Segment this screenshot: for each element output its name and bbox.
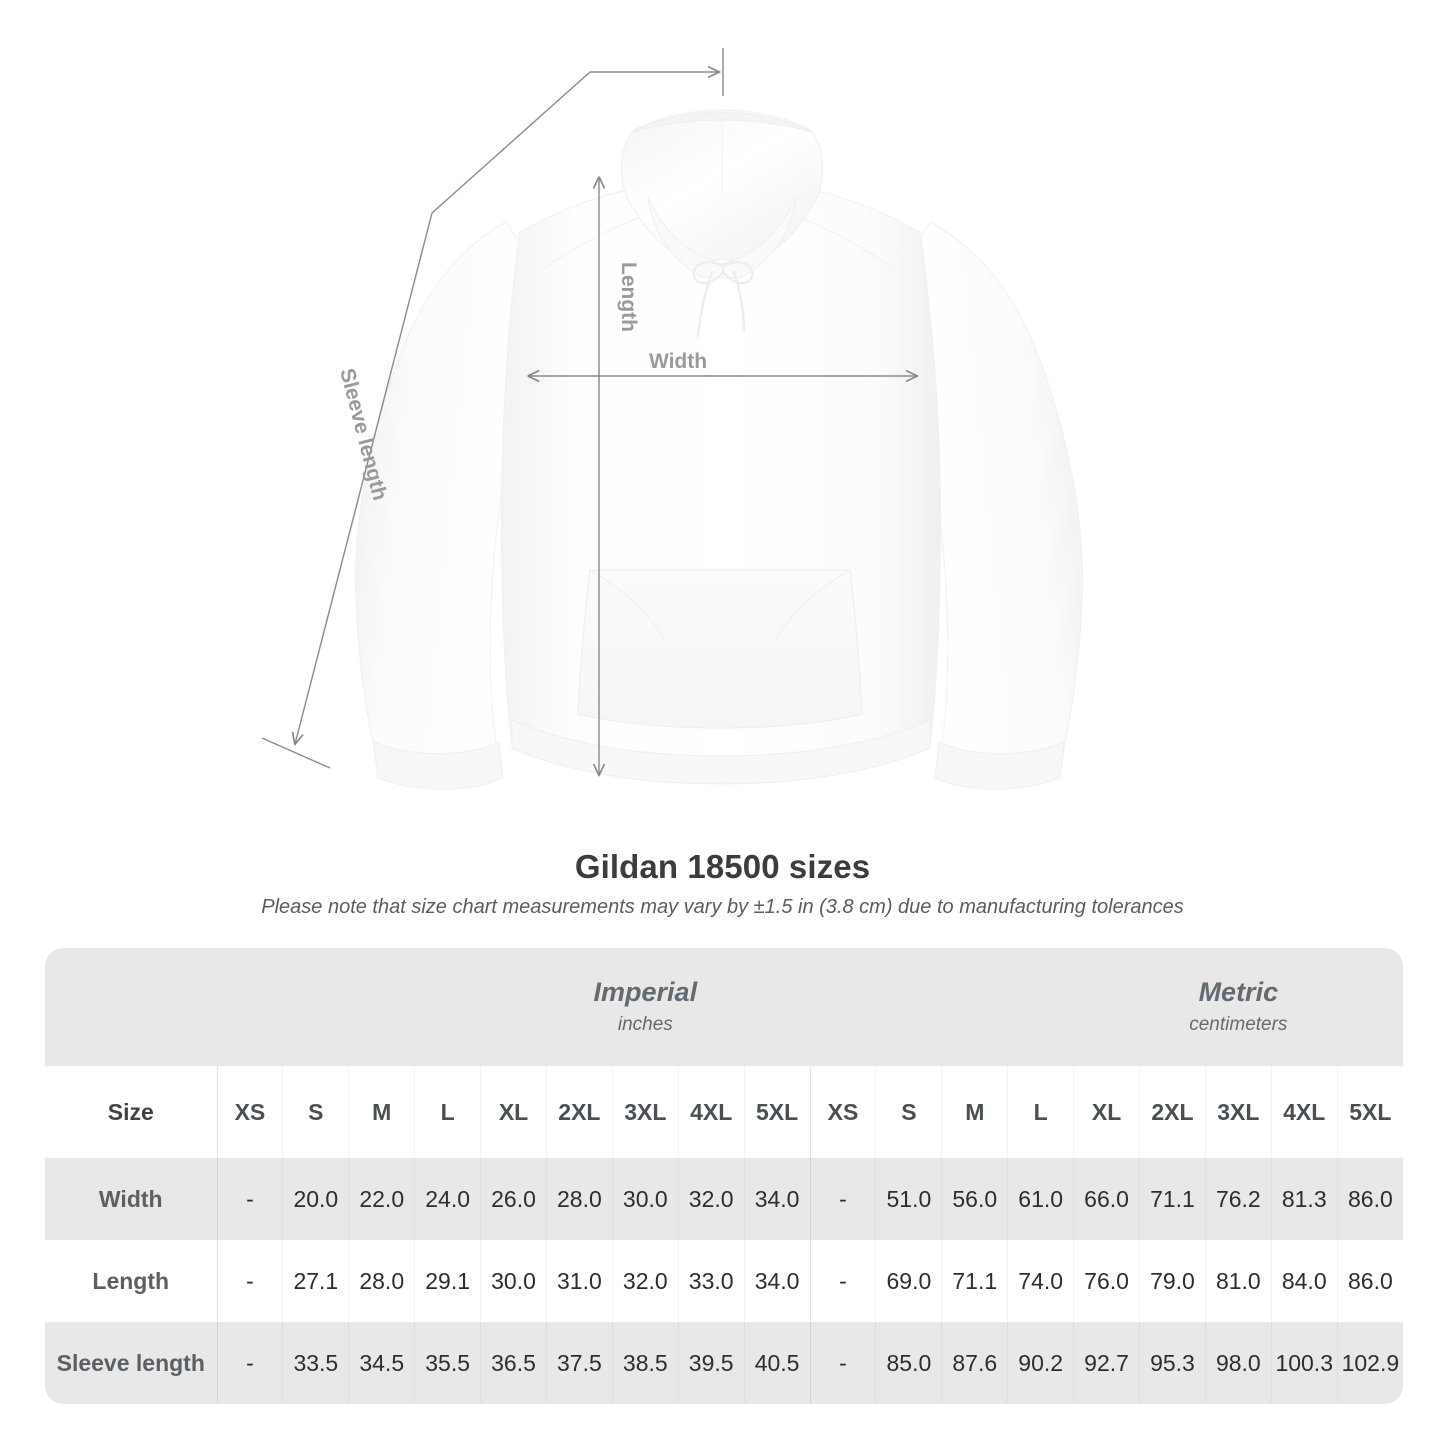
hoodie-illustration: Width Length Sleeve length — [261, 48, 1083, 790]
cell-imperial-width-xl: 26.0 — [480, 1158, 547, 1240]
cell-imperial-width-xs: - — [216, 1158, 283, 1240]
cell-metric-length-3xl: 81.0 — [1204, 1240, 1272, 1322]
cell-imperial-length-xs: - — [216, 1240, 283, 1322]
cell-metric-sleeve-s: 85.0 — [875, 1322, 942, 1404]
cell-imperial-sleeve-5xl: 40.5 — [743, 1322, 811, 1404]
cell-imperial-length-4xl: 33.0 — [677, 1240, 745, 1322]
cell-imperial-length-m: 28.0 — [348, 1240, 415, 1322]
cell-imperial-sleeve-3xl: 38.5 — [611, 1322, 679, 1404]
cell-metric-sleeve-xs: - — [809, 1322, 876, 1404]
measurement-guides — [261, 48, 917, 775]
cell-metric-sleeve-4xl: 100.3 — [1270, 1322, 1338, 1404]
length-label: Length — [617, 262, 640, 332]
cell-imperial-length-s: 27.1 — [282, 1240, 349, 1322]
size-header-imperial-3xl: 3XL — [611, 1066, 679, 1158]
cell-imperial-sleeve-s: 33.5 — [282, 1322, 349, 1404]
size-header-metric-xs: XS — [809, 1066, 876, 1158]
size-header-metric-4xl: 4XL — [1270, 1066, 1338, 1158]
cell-metric-sleeve-5xl: 102.9 — [1336, 1322, 1404, 1404]
size-header-imperial-xl: XL — [480, 1066, 547, 1158]
cell-imperial-width-5xl: 34.0 — [743, 1158, 811, 1240]
cell-imperial-length-l: 29.1 — [414, 1240, 481, 1322]
unit-sub-metric: centimeters — [1189, 1014, 1288, 1036]
cell-metric-width-xl: 66.0 — [1073, 1158, 1140, 1240]
unit-name-metric: Metric — [1198, 976, 1279, 1007]
cell-metric-length-xl: 76.0 — [1073, 1240, 1140, 1322]
row-label-width: Width — [45, 1158, 217, 1240]
cell-metric-length-s: 69.0 — [875, 1240, 942, 1322]
cell-imperial-sleeve-2xl: 37.5 — [545, 1322, 613, 1404]
cell-imperial-width-3xl: 30.0 — [611, 1158, 679, 1240]
sleeve-length-guide — [261, 48, 724, 769]
cell-metric-sleeve-2xl: 95.3 — [1139, 1322, 1206, 1404]
row-label-sleeve-length: Sleeve length — [45, 1322, 217, 1404]
cell-imperial-length-xl: 30.0 — [480, 1240, 547, 1322]
cell-imperial-length-3xl: 32.0 — [611, 1240, 679, 1322]
size-header-metric-s: S — [875, 1066, 942, 1158]
cell-metric-width-s: 51.0 — [875, 1158, 942, 1240]
size-header-imperial-xs: XS — [216, 1066, 283, 1158]
size-header-metric-l: L — [1007, 1066, 1074, 1158]
size-header-imperial-2xl: 2XL — [545, 1066, 613, 1158]
table-row: Width - 20.0 22.0 24.0 26.0 28.0 30.0 32… — [45, 1158, 1404, 1240]
cell-metric-width-5xl: 86.0 — [1336, 1158, 1404, 1240]
unit-sub-imperial: inches — [617, 1014, 673, 1036]
cell-imperial-width-2xl: 28.0 — [545, 1158, 613, 1240]
size-header-imperial-s: S — [282, 1066, 349, 1158]
cell-metric-width-xs: - — [809, 1158, 876, 1240]
cell-imperial-sleeve-xl: 36.5 — [480, 1322, 547, 1404]
size-header-metric-xl: XL — [1073, 1066, 1140, 1158]
size-header-label: Size — [45, 1066, 217, 1158]
unit-name-imperial: Imperial — [593, 976, 698, 1007]
hoodie-graphic — [355, 109, 1083, 790]
cell-metric-width-4xl: 81.3 — [1270, 1158, 1338, 1240]
cell-metric-length-m: 71.1 — [941, 1240, 1008, 1322]
page-title: Gildan 18500 sizes — [574, 848, 871, 885]
unit-banner-metric: Metric centimeters — [1073, 948, 1404, 1066]
cell-metric-width-2xl: 71.1 — [1139, 1158, 1206, 1240]
size-chart-table: Imperial inches Metric centimeters Size … — [45, 948, 1404, 1404]
cell-metric-width-l: 61.0 — [1007, 1158, 1074, 1240]
size-header-metric-2xl: 2XL — [1139, 1066, 1206, 1158]
cell-metric-length-2xl: 79.0 — [1139, 1240, 1206, 1322]
cell-metric-sleeve-xl: 92.7 — [1073, 1322, 1140, 1404]
cell-metric-length-4xl: 84.0 — [1270, 1240, 1338, 1322]
unit-banner-spacer-left — [45, 948, 481, 1066]
size-header-metric-5xl: 5XL — [1336, 1066, 1404, 1158]
width-label: Width — [649, 350, 707, 373]
cell-metric-sleeve-l: 90.2 — [1007, 1322, 1074, 1404]
cell-metric-width-m: 56.0 — [941, 1158, 1008, 1240]
size-header-metric-3xl: 3XL — [1204, 1066, 1272, 1158]
cell-imperial-sleeve-l: 35.5 — [414, 1322, 481, 1404]
row-label-length: Length — [45, 1240, 217, 1322]
cell-metric-sleeve-3xl: 98.0 — [1204, 1322, 1272, 1404]
cell-imperial-length-2xl: 31.0 — [545, 1240, 613, 1322]
page-subtitle: Please note that size chart measurements… — [261, 896, 1184, 918]
cell-metric-length-xs: - — [809, 1240, 876, 1322]
size-header-metric-m: M — [941, 1066, 1008, 1158]
size-header-imperial-4xl: 4XL — [677, 1066, 745, 1158]
cell-metric-length-l: 74.0 — [1007, 1240, 1074, 1322]
unit-banner-row: Imperial inches Metric centimeters — [45, 948, 1404, 1066]
cell-imperial-sleeve-m: 34.5 — [348, 1322, 415, 1404]
cell-metric-sleeve-m: 87.6 — [941, 1322, 1008, 1404]
cell-imperial-length-5xl: 34.0 — [743, 1240, 811, 1322]
cell-metric-width-3xl: 76.2 — [1204, 1158, 1272, 1240]
size-header-imperial-5xl: 5XL — [743, 1066, 811, 1158]
size-header-row: Size XS S M L XL 2XL 3XL 4XL 5XL XS S M … — [45, 1066, 1404, 1158]
cell-metric-length-5xl: 86.0 — [1336, 1240, 1404, 1322]
unit-banner-imperial: Imperial inches — [480, 948, 811, 1066]
cell-imperial-width-l: 24.0 — [414, 1158, 481, 1240]
cell-imperial-sleeve-4xl: 39.5 — [677, 1322, 745, 1404]
table-row: Length - 27.1 28.0 29.1 30.0 31.0 32.0 3… — [45, 1240, 1404, 1322]
unit-banner-gap — [810, 948, 1074, 1066]
cell-imperial-sleeve-xs: - — [216, 1322, 283, 1404]
cell-imperial-width-s: 20.0 — [282, 1158, 349, 1240]
size-header-imperial-m: M — [348, 1066, 415, 1158]
size-header-imperial-l: L — [414, 1066, 481, 1158]
cell-imperial-width-m: 22.0 — [348, 1158, 415, 1240]
cell-imperial-width-4xl: 32.0 — [677, 1158, 745, 1240]
table-row: Sleeve length - 33.5 34.5 35.5 36.5 37.5… — [45, 1322, 1404, 1404]
